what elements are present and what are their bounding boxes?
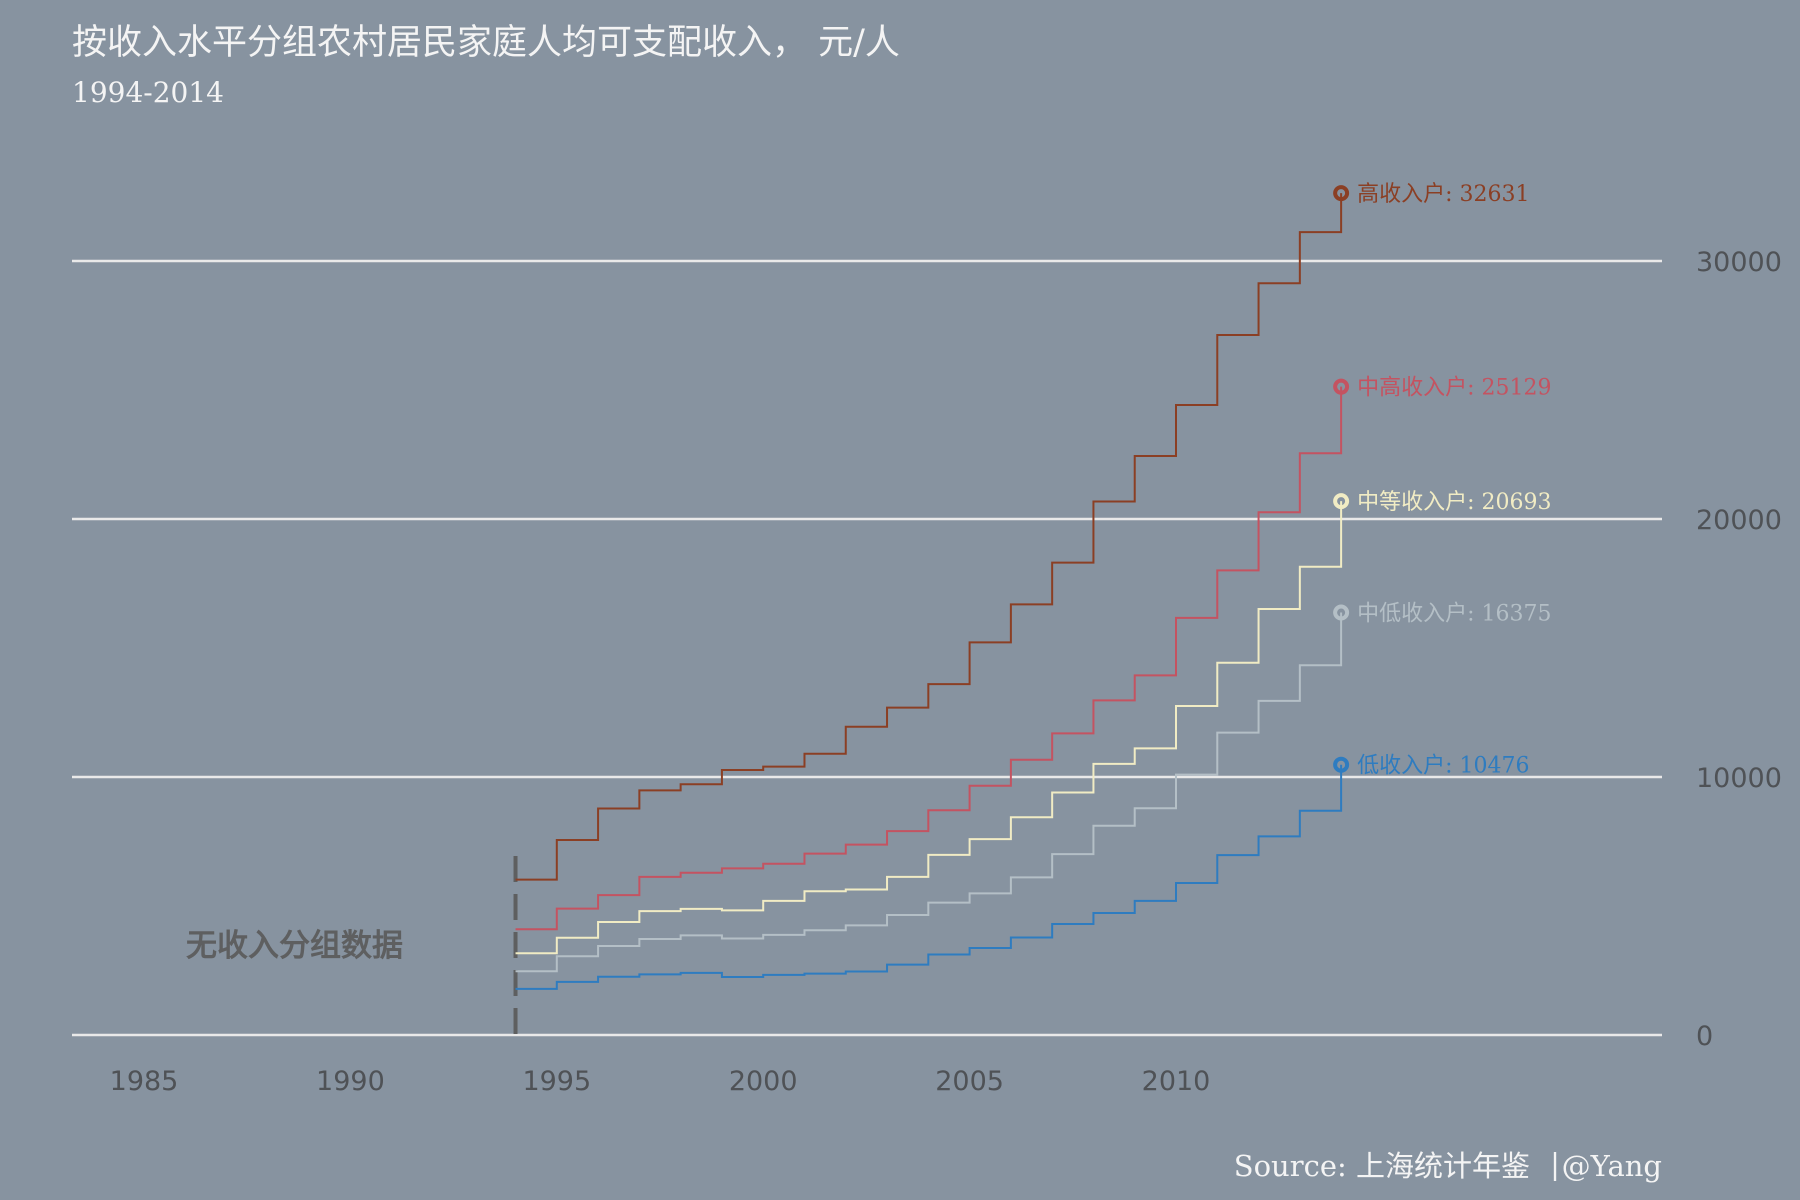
- series-end-label: 中等收入户: 20693: [1357, 490, 1551, 515]
- y-tick-label: 20000: [1696, 505, 1782, 536]
- series-line: [515, 612, 1343, 973]
- source-author: @Yang: [1562, 1149, 1662, 1183]
- no-data-annotation: 无收入分组数据: [186, 928, 403, 964]
- x-tick-label: 1985: [110, 1066, 179, 1097]
- series-end-marker: [1333, 756, 1350, 773]
- y-axis-ticks: 0 10000 20000 30000: [1696, 247, 1782, 1052]
- series-line: [515, 386, 1343, 931]
- source-label: Source: 上海统计年鉴: [1234, 1149, 1530, 1183]
- series-end-marker: [1333, 378, 1350, 395]
- series-end-label: 高收入户: 32631: [1357, 182, 1529, 207]
- gridlines: [72, 259, 1662, 1037]
- chart-title: 按收入水平分组农村居民家庭人均可支配收入， 元/人: [72, 23, 900, 63]
- series-end-label: 低收入户: 10476: [1357, 754, 1529, 779]
- x-axis-ticks: 1985 1990 1995 2000 2005 2010: [110, 1066, 1211, 1097]
- x-tick-label: 2005: [935, 1066, 1004, 1097]
- series-end-label: 中高收入户: 25129: [1357, 376, 1551, 401]
- x-tick-label: 2010: [1142, 1066, 1211, 1097]
- x-tick-label: 2000: [729, 1066, 798, 1097]
- x-tick-label: 1995: [522, 1066, 591, 1097]
- y-tick-label: 10000: [1696, 763, 1782, 794]
- series-lines: [515, 185, 1350, 990]
- series-end-marker: [1333, 185, 1350, 202]
- series-end-labels: 高收入户: 32631 中高收入户: 25129 中等收入户: 20693 中低收入户…: [1357, 182, 1551, 779]
- chart-subtitle: 1994-2014: [72, 76, 224, 109]
- series-line: [515, 501, 1343, 955]
- source-separator: |: [1550, 1147, 1560, 1181]
- y-tick-label: 0: [1696, 1021, 1713, 1052]
- y-tick-label: 30000: [1696, 247, 1782, 278]
- series-line: [515, 193, 1343, 881]
- series-end-label: 中低收入户: 16375: [1357, 602, 1551, 627]
- series-end-marker: [1333, 493, 1350, 510]
- x-tick-label: 1990: [316, 1066, 385, 1097]
- series-end-marker: [1333, 604, 1350, 621]
- series-line: [515, 764, 1343, 990]
